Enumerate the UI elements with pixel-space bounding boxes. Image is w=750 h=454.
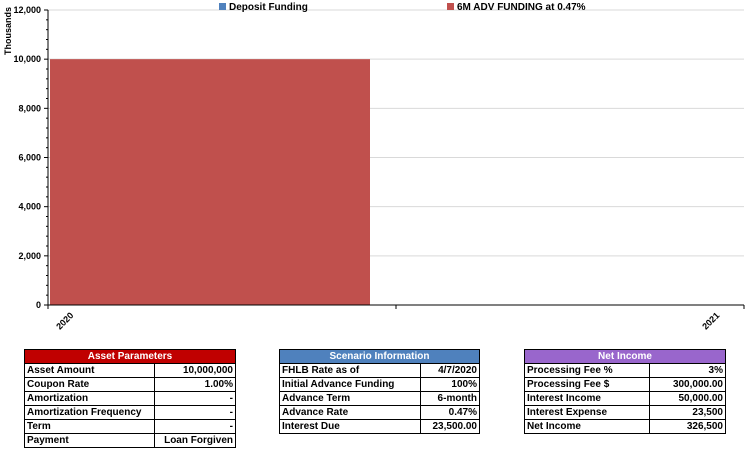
table-row: Interest Due 23,500.00 [279,419,481,434]
legend-swatch-deposit [219,3,226,10]
legend-swatch-adv [447,3,454,10]
x-tick-label: 2021 [700,310,721,331]
table-row: Initial Advance Funding 100% [279,377,481,392]
table-row: Processing Fee % 3% [523,363,726,378]
row-label: Interest Due [279,419,421,434]
row-value: 100% [419,377,481,392]
asset-parameters-title: Asset Parameters [24,349,236,364]
y-tick-label: 6,000 [18,153,41,163]
table-row: Amortization - [23,391,236,406]
row-value: Loan Forgiven [154,433,236,448]
table-row: Processing Fee $300,000.00 [523,377,726,392]
row-label: Interest Expense [523,405,651,420]
net-income-title: Net Income [524,349,726,364]
row-label: Asset Amount [23,363,156,378]
table-row: Net Income 326,500 [523,419,726,434]
row-value: 10,000,000 [154,363,236,378]
table-row: Advance Term 6-month [279,391,481,406]
row-value: - [154,419,236,434]
row-label: Processing Fee $ [523,377,651,392]
row-value: 0.47% [419,405,481,420]
table-row: Payment Loan Forgiven [23,433,236,448]
row-value: - [154,405,236,420]
x-ticks: 2020 2021 [47,305,745,332]
table-row: Asset Amount 10,000,000 [23,363,236,378]
row-value: 1.00% [154,377,236,392]
row-label: Amortization [23,391,156,406]
y-tick-label: 2,000 [18,251,41,261]
row-label: Advance Rate [279,405,421,420]
scenario-information-title: Scenario Information [279,349,480,364]
bars [50,59,370,305]
row-value: 4/7/2020 [419,363,481,378]
y-ticks: 0 2,000 4,000 6,000 8,000 10,000 12,000 [13,5,48,310]
row-value: 326,500 [649,419,726,434]
row-label: Advance Term [279,391,421,406]
legend-label-deposit: Deposit Funding [229,2,308,13]
row-label: Payment [23,433,156,448]
y-axis-title: Thousands [3,7,13,55]
row-label: Coupon Rate [23,377,156,392]
legend: Deposit Funding 6M ADV FUNDING at 0.47% [219,2,586,13]
row-label: Net Income [523,419,651,434]
row-value: 6-month [419,391,481,406]
row-value: 23,500.00 [419,419,481,434]
table-row: Amortization Frequency - [23,405,236,420]
net-income-table: Net Income Processing Fee % 3% Processing… [523,349,726,434]
table-row: Interest Income 50,000.00 [523,391,726,406]
y-tick-label: 8,000 [18,103,41,113]
asset-parameters-table: Asset Parameters Asset Amount 10,000,000 … [23,349,236,448]
y-tick-label: 0 [36,300,41,310]
bar-1-0 [50,59,370,305]
row-label: Initial Advance Funding [279,377,421,392]
row-label: Amortization Frequency [23,405,156,420]
row-value: 3% [649,363,726,378]
scenario-information-table: Scenario Information FHLB Rate as of 4/7/… [279,349,481,434]
table-row: Interest Expense 23,500 [523,405,726,420]
table-row: Advance Rate 0.47% [279,405,481,420]
row-label: FHLB Rate as of [279,363,421,378]
row-value: - [154,391,236,406]
table-row: Term - [23,419,236,434]
row-value: 23,500 [649,405,726,420]
table-row: Coupon Rate 1.00% [23,377,236,392]
table-row: FHLB Rate as of 4/7/2020 [279,363,481,378]
row-label: Term [23,419,156,434]
y-tick-label: 10,000 [13,54,41,64]
row-value: 300,000.00 [649,377,726,392]
y-tick-label: 12,000 [13,5,41,15]
x-tick-label: 2020 [54,310,75,331]
legend-label-adv: 6M ADV FUNDING at 0.47% [457,2,586,13]
row-value: 50,000.00 [649,391,726,406]
row-label: Processing Fee % [523,363,651,378]
y-tick-label: 4,000 [18,202,41,212]
row-label: Interest Income [523,391,651,406]
